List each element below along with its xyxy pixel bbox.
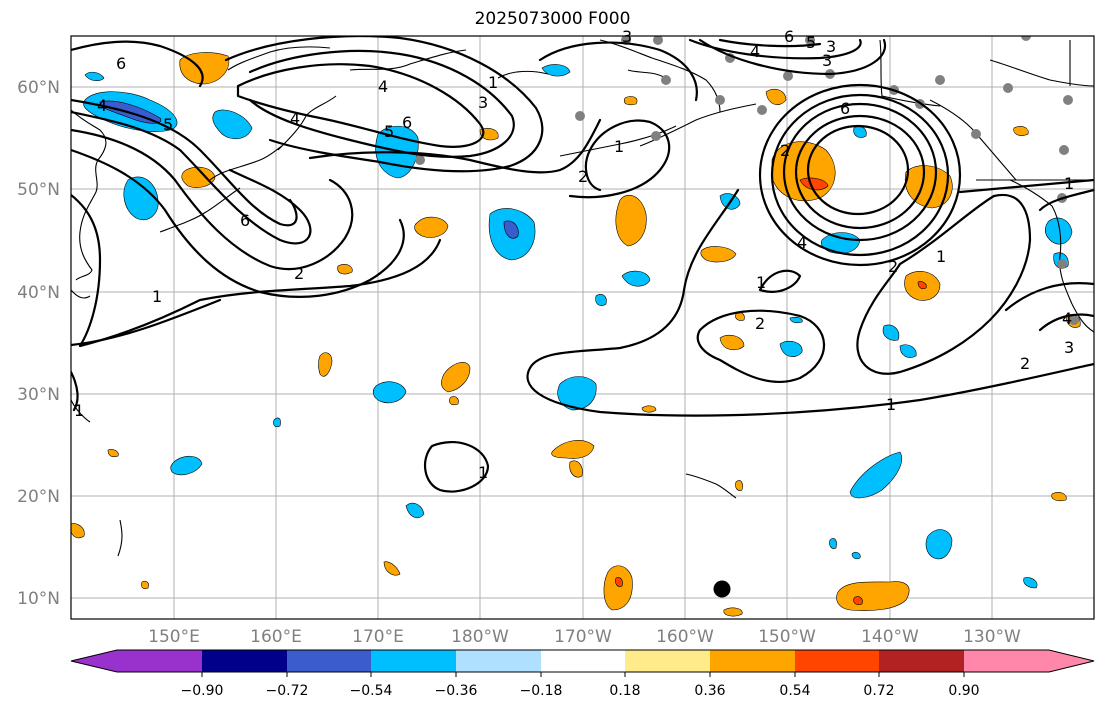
colorbar-tick-label: 0.18 <box>609 683 640 699</box>
colorbar-tick-label: −0.90 <box>181 683 224 699</box>
contour-label: 5 <box>163 115 173 134</box>
contour-label: 2 <box>578 167 588 186</box>
contour-label: 4 <box>290 109 300 128</box>
colorbar-tick-label: −0.72 <box>266 683 309 699</box>
lat-label: 30°N <box>17 385 60 405</box>
contour-label: 2 <box>755 314 765 333</box>
contour-label: 1 <box>152 287 162 306</box>
contour-label: 2 <box>294 264 304 283</box>
contour-label: 6 <box>240 211 250 230</box>
lon-label: 160°W <box>656 627 714 647</box>
colorbar-outline <box>70 649 1095 673</box>
lat-label: 20°N <box>17 487 60 507</box>
contour-label: 6 <box>402 113 412 132</box>
contour-label: 5 <box>384 122 394 141</box>
colorbar-segment <box>795 650 879 672</box>
colorbar-segment <box>541 650 625 672</box>
contour-label: 6 <box>116 54 126 73</box>
colorbar-segment <box>456 650 541 672</box>
lat-label: 60°N <box>17 78 60 98</box>
colorbar-segment <box>710 650 795 672</box>
lat-label: 50°N <box>17 180 60 200</box>
colorbar-tick-label: −0.54 <box>350 683 393 699</box>
colorbar-tick-label: −0.36 <box>435 683 478 699</box>
colorbar-tick-label: 0.90 <box>948 683 979 699</box>
contour-label: 2 <box>1020 354 1030 373</box>
colorbar-tick-label: 0.54 <box>779 683 810 699</box>
colorbar-segment <box>287 650 371 672</box>
colorbar: −0.90 −0.72 −0.54 −0.36 −0.18 0.18 0.36 … <box>70 649 1095 699</box>
latitude-labels: 60°N 50°N 40°N 30°N 20°N 10°N <box>17 78 60 609</box>
lat-label: 40°N <box>17 283 60 303</box>
contour-label: 2 <box>888 257 898 276</box>
map-border <box>70 35 1095 620</box>
storm-marker <box>713 580 731 598</box>
lon-label: 170°W <box>554 627 612 647</box>
lon-label: 140°W <box>861 627 919 647</box>
colorbar-extend-min <box>71 650 117 672</box>
contour-label: 2 <box>780 141 790 160</box>
contour-label: 1 <box>756 273 766 292</box>
lon-label: 130°W <box>963 627 1021 647</box>
colorbar-segment <box>202 650 287 672</box>
contour-label: 4 <box>750 42 760 61</box>
colorbar-segment <box>371 650 456 672</box>
contour-label: 3 <box>478 93 488 112</box>
contour-label: 1 <box>614 137 624 156</box>
colorbar-segment <box>879 650 964 672</box>
contour-label: 1 <box>488 73 498 92</box>
contour-label: 5 <box>806 33 816 52</box>
contour-label: 4 <box>378 77 388 96</box>
lat-label: 10°N <box>17 589 60 609</box>
contour-label: 1 <box>74 401 84 420</box>
contour-label: 4 <box>797 233 807 252</box>
colorbar-segment <box>625 650 710 672</box>
contour-label: 1 <box>936 247 946 266</box>
contour-label: 3 <box>822 51 832 70</box>
lon-label: 170°E <box>352 627 404 647</box>
colorbar-tick-label: 0.36 <box>694 683 725 699</box>
contour-label: 4 <box>1062 309 1072 328</box>
contour-label: 1 <box>478 463 488 482</box>
contour-label: 3 <box>1064 338 1074 357</box>
lon-label: 150°W <box>758 627 816 647</box>
longitude-labels: 150°E 160°E 170°E 180°W 170°W 160°W 150°… <box>148 627 1021 647</box>
colorbar-tick-label: 0.72 <box>863 683 894 699</box>
colorbar-segment <box>117 650 202 672</box>
lon-label: 150°E <box>148 627 200 647</box>
contour-label: 1 <box>886 395 896 414</box>
lon-label: 160°E <box>250 627 302 647</box>
contour-label: 3 <box>826 37 836 56</box>
contour-label: 6 <box>784 27 794 46</box>
colorbar-extend-max <box>1049 650 1094 672</box>
map-title: 2025073000 F000 <box>474 9 631 29</box>
contour-label-group: 6 4 5 4 3 1 6 5 6 2 1 2 4 3 6 5 3 6 2 4 … <box>74 27 1074 482</box>
contour-label: 1 <box>1064 174 1074 193</box>
lon-label: 180°W <box>451 627 509 647</box>
colorbar-segment <box>964 650 1049 672</box>
contour-label: 3 <box>622 27 632 46</box>
contour-label: 4 <box>97 96 107 115</box>
contour-label: 6 <box>840 99 850 118</box>
colorbar-tick-label: −0.18 <box>520 683 563 699</box>
